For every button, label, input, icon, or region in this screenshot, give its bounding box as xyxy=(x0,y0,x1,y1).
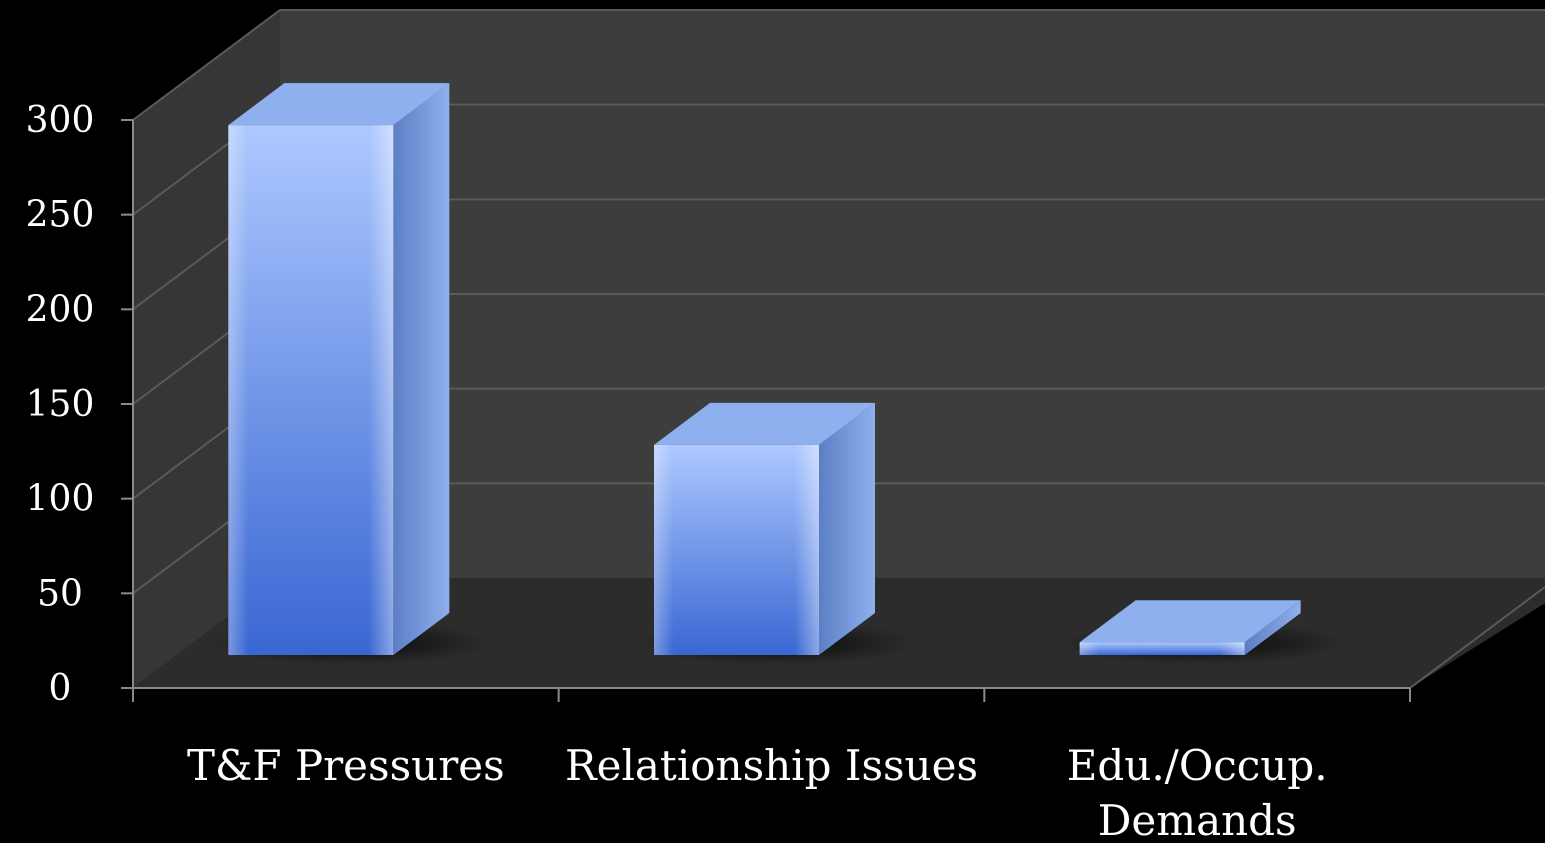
gridline-side xyxy=(132,9,281,121)
y-tick-label: 250 xyxy=(26,195,95,236)
axes xyxy=(121,119,1545,702)
bar-side xyxy=(1244,600,1301,655)
bar-side xyxy=(819,402,875,655)
x-tick-label: Demands xyxy=(1098,796,1297,843)
bar-front-highlight xyxy=(228,125,394,656)
y-tick-label: 200 xyxy=(26,289,95,330)
x-tick-label: Edu./Occup. xyxy=(1067,741,1328,790)
bar xyxy=(636,402,917,665)
bar xyxy=(210,83,492,665)
bar xyxy=(1061,600,1343,665)
y-tick-label: 150 xyxy=(26,384,95,425)
y-tick-label: 50 xyxy=(37,573,83,614)
bar-top xyxy=(228,83,450,126)
floor-edge xyxy=(1409,585,1545,689)
y-tick-labels: 0 50 100 150 200 250 300 xyxy=(26,100,95,709)
bar-front-highlight xyxy=(654,444,819,655)
y-tick-label: 100 xyxy=(26,479,95,520)
x-tick-label: Relationship Issues xyxy=(565,741,978,790)
bar-front-highlight xyxy=(1079,642,1245,655)
bar-top xyxy=(1079,600,1301,643)
y-tick-label: 300 xyxy=(26,100,95,141)
y-tick-label: 0 xyxy=(49,668,72,709)
x-tick-label: T&F Pressures xyxy=(187,741,505,790)
bar-side xyxy=(393,83,450,656)
category-labels: T&F Pressures Relationship Issues Edu./Occ… xyxy=(187,741,1328,843)
bars xyxy=(210,83,1343,665)
bar-top xyxy=(654,402,875,445)
